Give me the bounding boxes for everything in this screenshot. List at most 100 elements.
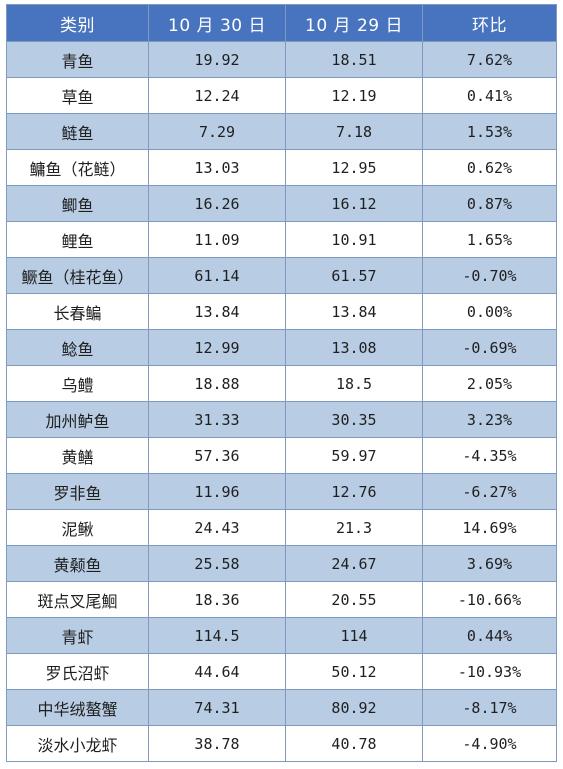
change-cell: 1.53% bbox=[422, 113, 557, 150]
oct-29-price-cell: 18.51 bbox=[285, 41, 423, 78]
change-cell: 7.62% bbox=[422, 41, 557, 78]
category-cell: 黄颡鱼 bbox=[6, 545, 149, 582]
price-table: 类别 10 月 30 日 10 月 29 日 环比 青鱼 19.92 18.51 7.… bbox=[6, 4, 557, 762]
category-cell: 鲶鱼 bbox=[6, 329, 149, 366]
change-cell: -4.35% bbox=[422, 437, 557, 474]
change-cell: 0.87% bbox=[422, 185, 557, 222]
oct-29-price-cell: 12.19 bbox=[285, 77, 423, 114]
oct-30-price-cell: 7.29 bbox=[148, 113, 286, 150]
category-cell: 罗氏沼虾 bbox=[6, 653, 149, 690]
oct-29-price-cell: 20.55 bbox=[285, 581, 423, 618]
oct-30-price-cell: 19.92 bbox=[148, 41, 286, 78]
oct-30-price-cell: 18.88 bbox=[148, 365, 286, 402]
change-cell: 2.05% bbox=[422, 365, 557, 402]
table-row: 罗氏沼虾 44.64 50.12 -10.93% bbox=[6, 653, 557, 690]
change-cell: 0.00% bbox=[422, 293, 557, 330]
table-row: 加州鲈鱼 31.33 30.35 3.23% bbox=[6, 401, 557, 438]
change-cell: -10.66% bbox=[422, 581, 557, 618]
oct-30-price-cell: 44.64 bbox=[148, 653, 286, 690]
oct-30-price-cell: 18.36 bbox=[148, 581, 286, 618]
oct-29-price-cell: 61.57 bbox=[285, 257, 423, 294]
oct-30-price-cell: 74.31 bbox=[148, 689, 286, 726]
table-row: 青鱼 19.92 18.51 7.62% bbox=[6, 41, 557, 78]
oct-29-price-cell: 13.84 bbox=[285, 293, 423, 330]
table-row: 黄颡鱼 25.58 24.67 3.69% bbox=[6, 545, 557, 582]
category-cell: 鲤鱼 bbox=[6, 221, 149, 258]
header-category: 类别 bbox=[6, 4, 149, 42]
oct-30-price-cell: 11.96 bbox=[148, 473, 286, 510]
category-cell: 泥鳅 bbox=[6, 509, 149, 546]
change-cell: 3.69% bbox=[422, 545, 557, 582]
table-row: 鳜鱼（桂花鱼） 61.14 61.57 -0.70% bbox=[6, 257, 557, 294]
category-cell: 鳙鱼（花鲢） bbox=[6, 149, 149, 186]
table-row: 草鱼 12.24 12.19 0.41% bbox=[6, 77, 557, 114]
oct-29-price-cell: 114 bbox=[285, 617, 423, 654]
table-row: 鲤鱼 11.09 10.91 1.65% bbox=[6, 221, 557, 258]
category-cell: 鲢鱼 bbox=[6, 113, 149, 150]
table-row: 鲶鱼 12.99 13.08 -0.69% bbox=[6, 329, 557, 366]
table-row: 乌鳢 18.88 18.5 2.05% bbox=[6, 365, 557, 402]
table-row: 斑点叉尾鮰 18.36 20.55 -10.66% bbox=[6, 581, 557, 618]
oct-29-price-cell: 80.92 bbox=[285, 689, 423, 726]
oct-30-price-cell: 61.14 bbox=[148, 257, 286, 294]
oct-29-price-cell: 13.08 bbox=[285, 329, 423, 366]
table-row: 鲫鱼 16.26 16.12 0.87% bbox=[6, 185, 557, 222]
oct-30-price-cell: 12.24 bbox=[148, 77, 286, 114]
header-oct-29: 10 月 29 日 bbox=[285, 4, 423, 42]
oct-29-price-cell: 21.3 bbox=[285, 509, 423, 546]
change-cell: 1.65% bbox=[422, 221, 557, 258]
oct-29-price-cell: 24.67 bbox=[285, 545, 423, 582]
oct-30-price-cell: 38.78 bbox=[148, 725, 286, 762]
oct-29-price-cell: 40.78 bbox=[285, 725, 423, 762]
table-row: 鳙鱼（花鲢） 13.03 12.95 0.62% bbox=[6, 149, 557, 186]
category-cell: 加州鲈鱼 bbox=[6, 401, 149, 438]
table-row: 黄鳝 57.36 59.97 -4.35% bbox=[6, 437, 557, 474]
oct-29-price-cell: 12.76 bbox=[285, 473, 423, 510]
change-cell: 0.41% bbox=[422, 77, 557, 114]
table-row: 鲢鱼 7.29 7.18 1.53% bbox=[6, 113, 557, 150]
oct-30-price-cell: 12.99 bbox=[148, 329, 286, 366]
category-cell: 青鱼 bbox=[6, 41, 149, 78]
change-cell: 3.23% bbox=[422, 401, 557, 438]
category-cell: 乌鳢 bbox=[6, 365, 149, 402]
change-cell: 0.62% bbox=[422, 149, 557, 186]
oct-30-price-cell: 57.36 bbox=[148, 437, 286, 474]
change-cell: 14.69% bbox=[422, 509, 557, 546]
oct-29-price-cell: 59.97 bbox=[285, 437, 423, 474]
oct-30-price-cell: 16.26 bbox=[148, 185, 286, 222]
category-cell: 罗非鱼 bbox=[6, 473, 149, 510]
table-row: 罗非鱼 11.96 12.76 -6.27% bbox=[6, 473, 557, 510]
oct-29-price-cell: 10.91 bbox=[285, 221, 423, 258]
oct-29-price-cell: 30.35 bbox=[285, 401, 423, 438]
header-row: 类别 10 月 30 日 10 月 29 日 环比 bbox=[6, 4, 557, 42]
category-cell: 鳜鱼（桂花鱼） bbox=[6, 257, 149, 294]
category-cell: 草鱼 bbox=[6, 77, 149, 114]
table-row: 淡水小龙虾 38.78 40.78 -4.90% bbox=[6, 725, 557, 762]
change-cell: -4.90% bbox=[422, 725, 557, 762]
oct-30-price-cell: 25.58 bbox=[148, 545, 286, 582]
oct-29-price-cell: 18.5 bbox=[285, 365, 423, 402]
table-row: 中华绒螯蟹 74.31 80.92 -8.17% bbox=[6, 689, 557, 726]
oct-30-price-cell: 13.03 bbox=[148, 149, 286, 186]
table-row: 长春鳊 13.84 13.84 0.00% bbox=[6, 293, 557, 330]
table-row: 青虾 114.5 114 0.44% bbox=[6, 617, 557, 654]
header-change: 环比 bbox=[422, 4, 557, 42]
oct-30-price-cell: 31.33 bbox=[148, 401, 286, 438]
category-cell: 青虾 bbox=[6, 617, 149, 654]
oct-29-price-cell: 12.95 bbox=[285, 149, 423, 186]
oct-29-price-cell: 16.12 bbox=[285, 185, 423, 222]
change-cell: -8.17% bbox=[422, 689, 557, 726]
change-cell: -0.70% bbox=[422, 257, 557, 294]
category-cell: 黄鳝 bbox=[6, 437, 149, 474]
oct-29-price-cell: 7.18 bbox=[285, 113, 423, 150]
category-cell: 淡水小龙虾 bbox=[6, 725, 149, 762]
oct-30-price-cell: 114.5 bbox=[148, 617, 286, 654]
change-cell: -0.69% bbox=[422, 329, 557, 366]
oct-30-price-cell: 11.09 bbox=[148, 221, 286, 258]
oct-30-price-cell: 13.84 bbox=[148, 293, 286, 330]
oct-30-price-cell: 24.43 bbox=[148, 509, 286, 546]
change-cell: -10.93% bbox=[422, 653, 557, 690]
category-cell: 斑点叉尾鮰 bbox=[6, 581, 149, 618]
table-row: 泥鳅 24.43 21.3 14.69% bbox=[6, 509, 557, 546]
category-cell: 中华绒螯蟹 bbox=[6, 689, 149, 726]
